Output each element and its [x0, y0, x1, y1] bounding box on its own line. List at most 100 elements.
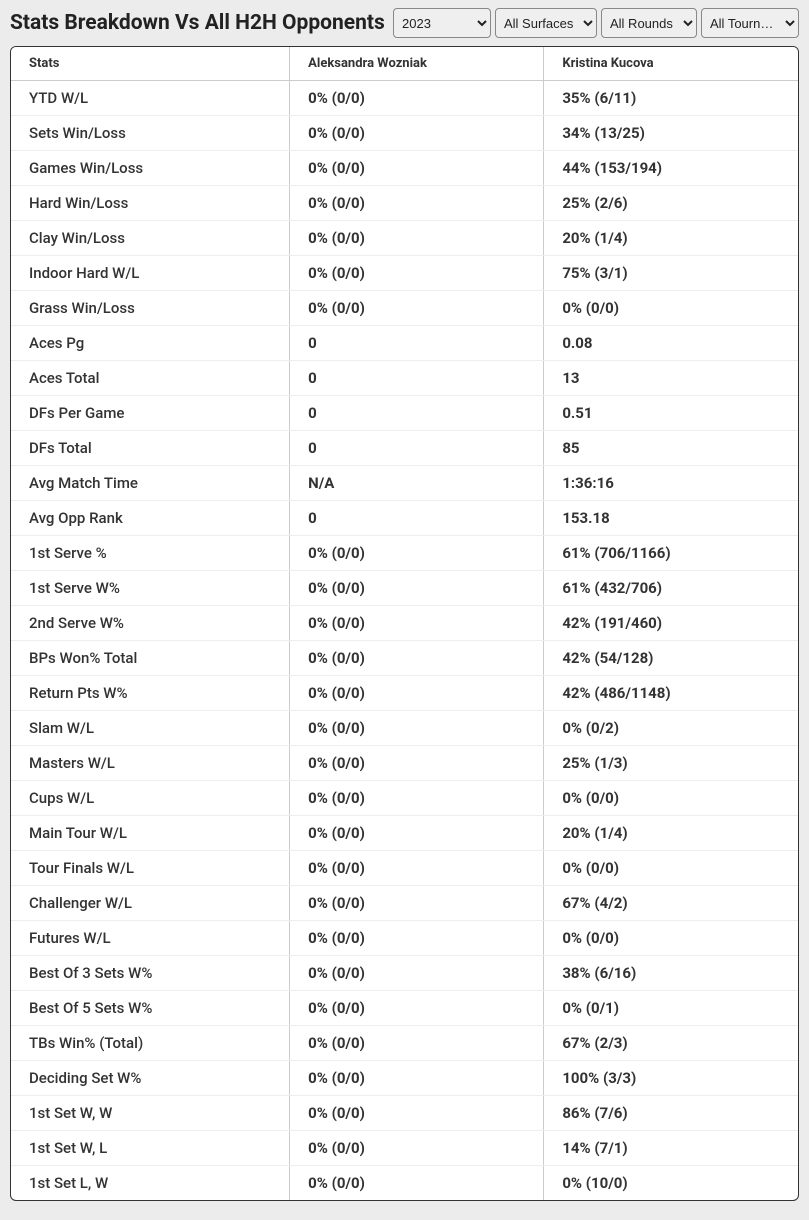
year-select[interactable]: 2023: [393, 8, 491, 38]
stat-label: Aces Pg: [11, 326, 290, 361]
table-row: 1st Set W, L0% (0/0)14% (7/1): [11, 1131, 798, 1166]
header-stats: Stats: [11, 47, 290, 81]
player2-value: 0% (0/1): [544, 991, 798, 1026]
player2-value: 75% (3/1): [544, 256, 798, 291]
stat-label: 1st Set L, W: [11, 1166, 290, 1201]
player1-value: 0% (0/0): [290, 536, 544, 571]
player1-value: 0% (0/0): [290, 116, 544, 151]
player2-value: 67% (2/3): [544, 1026, 798, 1061]
player1-value: 0: [290, 396, 544, 431]
player1-value: 0% (0/0): [290, 1131, 544, 1166]
player2-value: 61% (706/1166): [544, 536, 798, 571]
table-header-row: Stats Aleksandra Wozniak Kristina Kucova: [11, 47, 798, 81]
player2-value: 0% (0/0): [544, 291, 798, 326]
stat-label: Slam W/L: [11, 711, 290, 746]
filters: 2023 All Surfaces All Rounds All Tourn…: [393, 8, 799, 38]
round-select[interactable]: All Rounds: [601, 8, 697, 38]
table-row: Masters W/L0% (0/0)25% (1/3): [11, 746, 798, 781]
surface-select[interactable]: All Surfaces: [495, 8, 597, 38]
stat-label: Hard Win/Loss: [11, 186, 290, 221]
table-row: Aces Pg00.08: [11, 326, 798, 361]
table-row: 1st Set W, W0% (0/0)86% (7/6): [11, 1096, 798, 1131]
stat-label: Best Of 5 Sets W%: [11, 991, 290, 1026]
table-row: Grass Win/Loss0% (0/0)0% (0/0): [11, 291, 798, 326]
stat-label: 1st Serve W%: [11, 571, 290, 606]
table-row: TBs Win% (Total)0% (0/0)67% (2/3): [11, 1026, 798, 1061]
player2-value: 61% (432/706): [544, 571, 798, 606]
player1-value: 0: [290, 361, 544, 396]
table-row: Best Of 3 Sets W%0% (0/0)38% (6/16): [11, 956, 798, 991]
stat-label: Indoor Hard W/L: [11, 256, 290, 291]
stat-label: Clay Win/Loss: [11, 221, 290, 256]
player2-value: 34% (13/25): [544, 116, 798, 151]
player1-value: 0% (0/0): [290, 816, 544, 851]
stat-label: DFs Per Game: [11, 396, 290, 431]
player2-value: 153.18: [544, 501, 798, 536]
player1-value: 0% (0/0): [290, 1096, 544, 1131]
player2-value: 85: [544, 431, 798, 466]
player2-value: 0.08: [544, 326, 798, 361]
table-row: Tour Finals W/L0% (0/0)0% (0/0): [11, 851, 798, 886]
stat-label: Aces Total: [11, 361, 290, 396]
player2-value: 42% (191/460): [544, 606, 798, 641]
player1-value: 0% (0/0): [290, 956, 544, 991]
table-row: Futures W/L0% (0/0)0% (0/0): [11, 921, 798, 956]
stat-label: Deciding Set W%: [11, 1061, 290, 1096]
player1-value: 0% (0/0): [290, 641, 544, 676]
player1-value: N/A: [290, 466, 544, 501]
player2-value: 42% (486/1148): [544, 676, 798, 711]
player1-value: 0: [290, 431, 544, 466]
player2-value: 86% (7/6): [544, 1096, 798, 1131]
table-row: YTD W/L0% (0/0)35% (6/11): [11, 81, 798, 116]
stat-label: Avg Opp Rank: [11, 501, 290, 536]
stat-label: 2nd Serve W%: [11, 606, 290, 641]
table-row: 1st Set L, W0% (0/0)0% (10/0): [11, 1166, 798, 1201]
player2-value: 0% (0/0): [544, 921, 798, 956]
stat-label: Games Win/Loss: [11, 151, 290, 186]
player1-value: 0% (0/0): [290, 886, 544, 921]
player1-value: 0% (0/0): [290, 1061, 544, 1096]
player2-value: 67% (4/2): [544, 886, 798, 921]
table-row: Avg Match TimeN/A1:36:16: [11, 466, 798, 501]
player1-value: 0% (0/0): [290, 781, 544, 816]
table-row: 1st Serve W%0% (0/0)61% (432/706): [11, 571, 798, 606]
player1-value: 0: [290, 501, 544, 536]
player2-value: 0% (10/0): [544, 1166, 798, 1201]
table-row: Main Tour W/L0% (0/0)20% (1/4): [11, 816, 798, 851]
tournament-select[interactable]: All Tourn…: [701, 8, 799, 38]
table-row: Challenger W/L0% (0/0)67% (4/2): [11, 886, 798, 921]
player1-value: 0% (0/0): [290, 291, 544, 326]
player1-value: 0% (0/0): [290, 746, 544, 781]
stats-table-wrap: Stats Aleksandra Wozniak Kristina Kucova…: [10, 46, 799, 1201]
player2-value: 0.51: [544, 396, 798, 431]
stat-label: Tour Finals W/L: [11, 851, 290, 886]
stat-label: Grass Win/Loss: [11, 291, 290, 326]
player2-value: 1:36:16: [544, 466, 798, 501]
player2-value: 25% (1/3): [544, 746, 798, 781]
table-row: Games Win/Loss0% (0/0)44% (153/194): [11, 151, 798, 186]
player2-value: 25% (2/6): [544, 186, 798, 221]
stat-label: Sets Win/Loss: [11, 116, 290, 151]
player1-value: 0% (0/0): [290, 151, 544, 186]
player1-value: 0% (0/0): [290, 921, 544, 956]
stat-label: YTD W/L: [11, 81, 290, 116]
player2-value: 0% (0/0): [544, 851, 798, 886]
table-row: Hard Win/Loss0% (0/0)25% (2/6): [11, 186, 798, 221]
table-row: Avg Opp Rank0153.18: [11, 501, 798, 536]
stat-label: 1st Set W, L: [11, 1131, 290, 1166]
player1-value: 0% (0/0): [290, 991, 544, 1026]
table-row: Aces Total013: [11, 361, 798, 396]
player2-value: 42% (54/128): [544, 641, 798, 676]
player2-value: 44% (153/194): [544, 151, 798, 186]
player2-value: 38% (6/16): [544, 956, 798, 991]
table-row: DFs Total085: [11, 431, 798, 466]
player1-value: 0% (0/0): [290, 1026, 544, 1061]
table-row: 1st Serve %0% (0/0)61% (706/1166): [11, 536, 798, 571]
player1-value: 0% (0/0): [290, 606, 544, 641]
stat-label: Main Tour W/L: [11, 816, 290, 851]
table-row: Best Of 5 Sets W%0% (0/0)0% (0/1): [11, 991, 798, 1026]
player2-value: 0% (0/2): [544, 711, 798, 746]
stat-label: DFs Total: [11, 431, 290, 466]
stats-table: Stats Aleksandra Wozniak Kristina Kucova…: [11, 47, 798, 1200]
player1-value: 0% (0/0): [290, 676, 544, 711]
